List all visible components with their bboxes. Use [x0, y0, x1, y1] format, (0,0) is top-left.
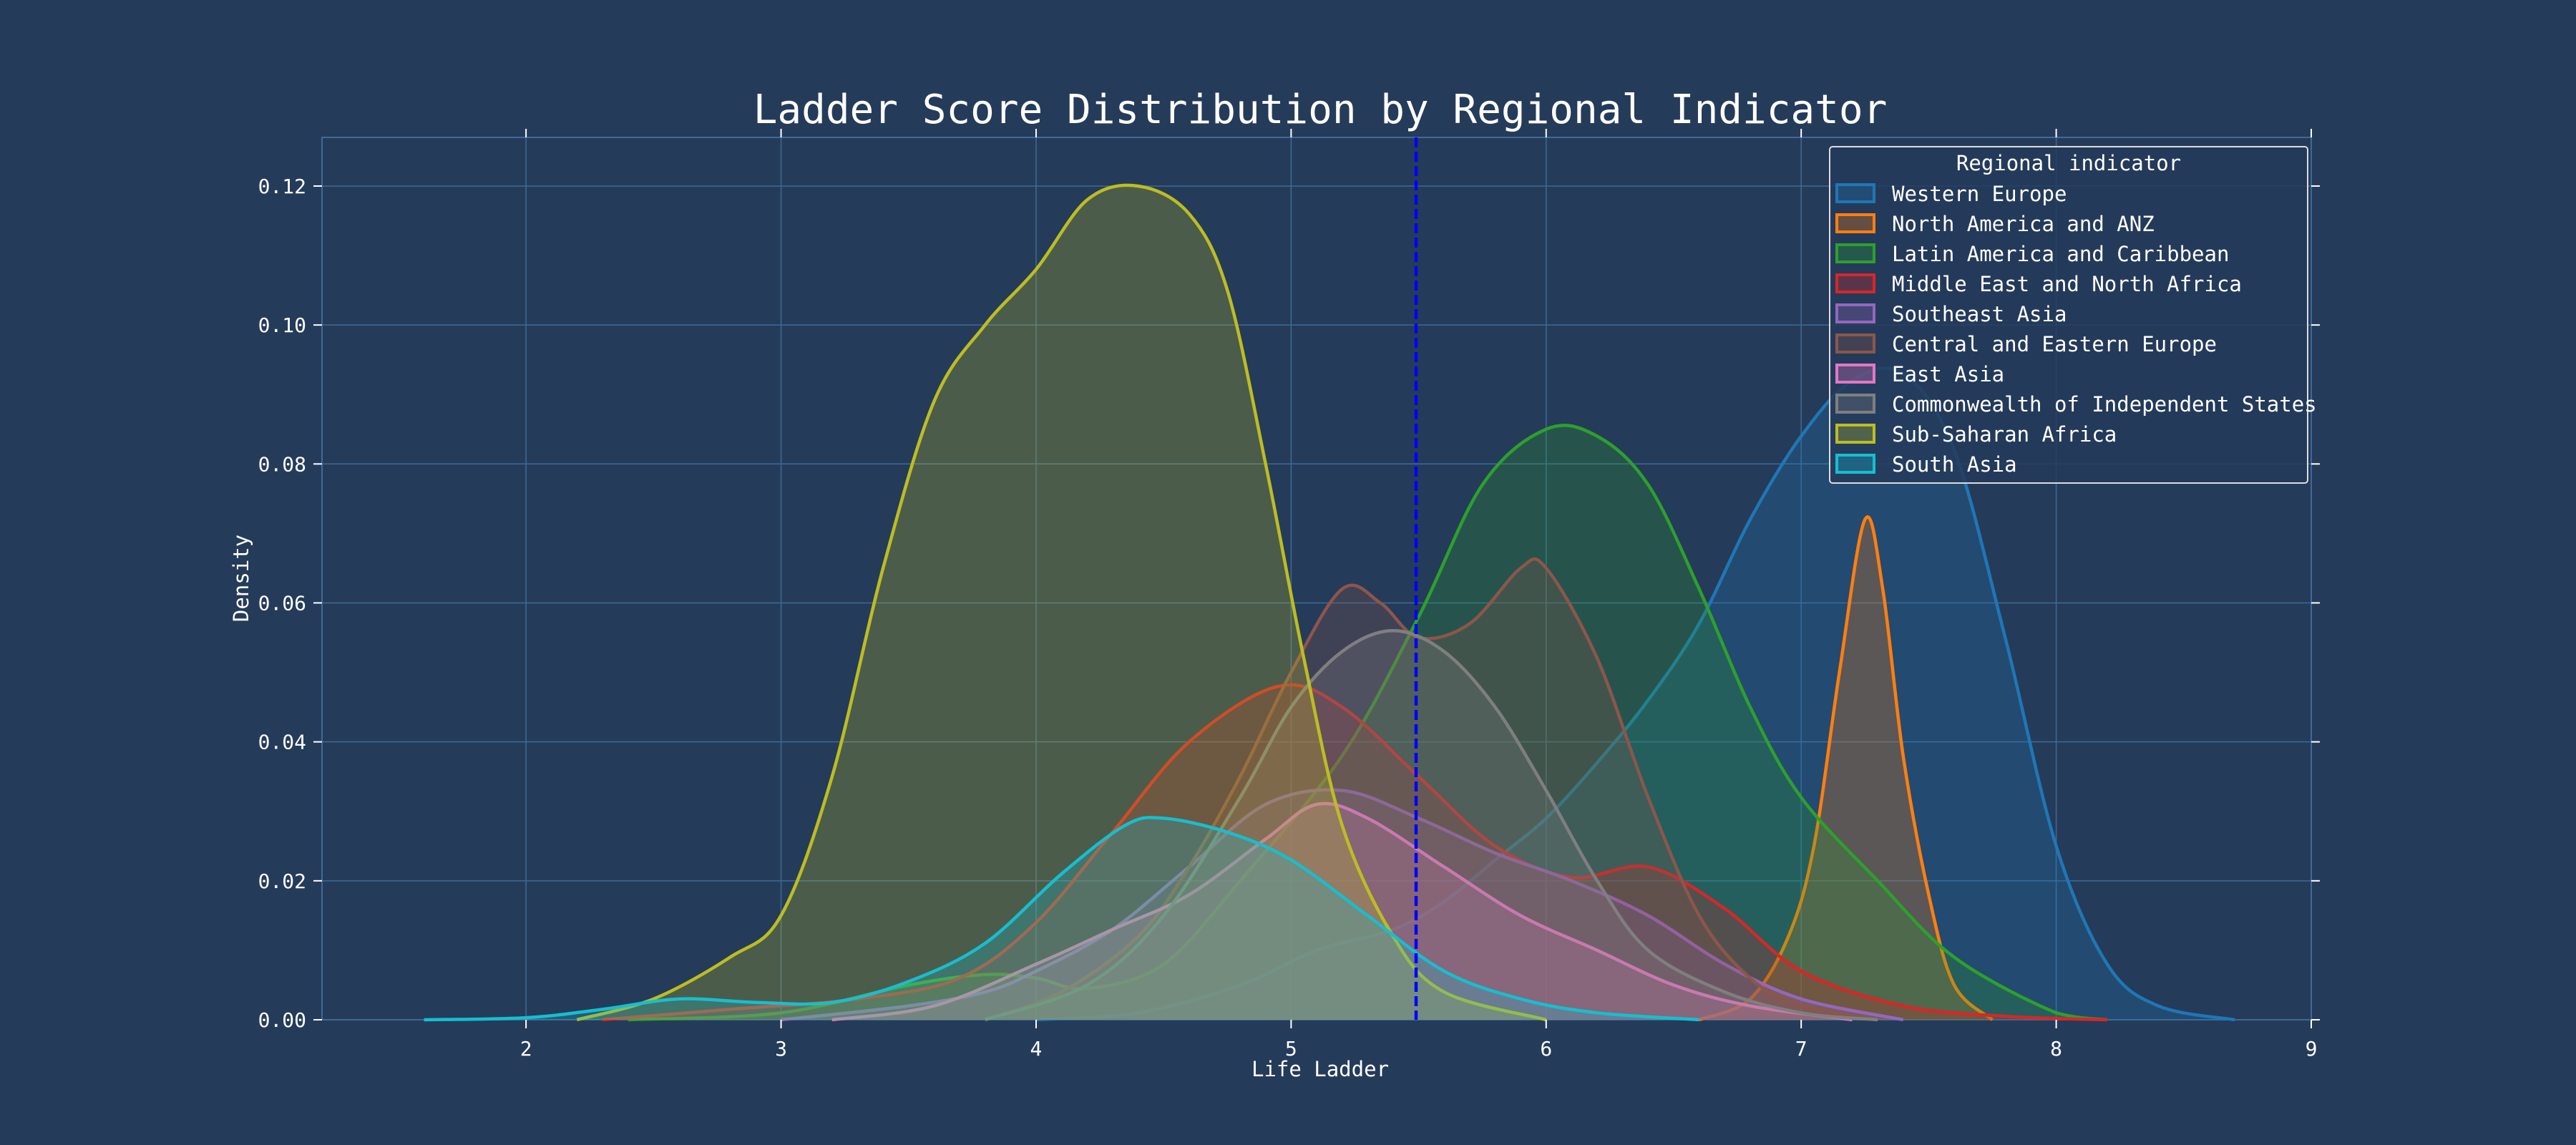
y-tick-label: 0.06 — [258, 591, 306, 615]
density-area-western-europe — [1035, 368, 2235, 1020]
legend-swatch — [1835, 333, 1875, 354]
legend-item-central-and-eastern-europe: Central and Eastern Europe — [1835, 332, 2217, 356]
series-south-asia — [424, 816, 1699, 1022]
density-area-central-and-eastern-europe — [985, 559, 1878, 1020]
legend-label: East Asia — [1892, 362, 2004, 386]
y-tick-label: 0.00 — [258, 1008, 306, 1032]
y-tick-label: 0.02 — [258, 869, 306, 893]
legend-box — [1829, 146, 2308, 484]
density-line-middle-east-and-north-africa — [602, 683, 2107, 1022]
x-tick-label: 7 — [1795, 1037, 1807, 1061]
density-series — [424, 183, 2235, 1022]
density-line-commonwealth-of-independent-states — [984, 629, 1878, 1022]
x-tick-label: 4 — [1030, 1037, 1043, 1061]
legend-swatch — [1835, 183, 1875, 203]
legend-item-southeast-asia: Southeast Asia — [1835, 302, 2067, 326]
legend-item-commonwealth-of-independent-states: Commonwealth of Independent States — [1835, 392, 2317, 416]
legend-swatch — [1835, 273, 1875, 293]
legend-swatch — [1835, 364, 1875, 384]
density-area-latin-america-and-caribbean — [628, 425, 2107, 1020]
legend-swatch — [1835, 424, 1875, 444]
legend-item-western-europe: Western Europe — [1835, 182, 2067, 206]
density-line-southeast-asia — [781, 788, 1904, 1022]
legend-item-east-asia: East Asia — [1835, 362, 2004, 386]
legend-label: Southeast Asia — [1892, 302, 2067, 326]
legend-swatch — [1835, 243, 1875, 263]
axes: 2 3 4 5 6 7 8 9 0.00 0.02 0.04 0.06 0.08 0.10 0.12 — [258, 129, 2320, 1061]
density-line-north-america-and-anz — [1698, 515, 1994, 1022]
density-line-western-europe — [1035, 366, 2235, 1022]
legend-label: South Asia — [1892, 452, 2017, 477]
density-line-east-asia — [831, 802, 1853, 1022]
legend-item-sub-saharan-africa: Sub-Saharan Africa — [1835, 422, 2117, 447]
legend-label: Commonwealth of Independent States — [1892, 392, 2317, 416]
y-tick-label: 0.08 — [258, 452, 306, 476]
density-area-sub-saharan-africa — [577, 185, 1546, 1020]
x-tick-label: 5 — [1285, 1037, 1297, 1061]
legend-label: Middle East and North Africa — [1892, 272, 2242, 296]
density-area-commonwealth-of-independent-states — [985, 630, 1878, 1020]
series-east-asia — [831, 802, 1853, 1022]
series-commonwealth-of-independent-states — [984, 629, 1878, 1022]
density-line-central-and-eastern-europe — [984, 557, 1878, 1022]
legend-label: Sub-Saharan Africa — [1892, 422, 2117, 447]
series-latin-america-and-caribbean — [628, 424, 2108, 1022]
legend-swatch — [1835, 213, 1875, 233]
legend-label: Central and Eastern Europe — [1892, 332, 2217, 356]
density-line-south-asia — [424, 816, 1699, 1022]
density-area-middle-east-and-north-africa — [602, 684, 2107, 1020]
series-central-and-eastern-europe — [984, 557, 1878, 1022]
legend-label: North America and ANZ — [1892, 212, 2155, 236]
legend-label: Western Europe — [1892, 182, 2067, 206]
x-axis-label: Life Ladder — [1252, 1057, 1389, 1081]
y-tick-label: 0.12 — [258, 175, 306, 198]
density-area-south-asia — [424, 817, 1699, 1020]
x-tick-label: 3 — [775, 1037, 787, 1061]
chart-title: Ladder Score Distribution by Regional In… — [753, 87, 1888, 133]
legend-swatch — [1835, 394, 1875, 414]
density-area-east-asia — [831, 803, 1853, 1020]
y-tick-label: 0.04 — [258, 731, 306, 754]
density-line-sub-saharan-africa — [576, 183, 1547, 1022]
x-tick-label: 2 — [520, 1037, 532, 1061]
y-axis-label: Density — [229, 535, 253, 622]
legend-label: Latin America and Caribbean — [1892, 242, 2229, 266]
legend: Regional indicator Western Europe North Am… — [1829, 146, 2317, 484]
series-north-america-and-anz — [1698, 515, 1994, 1022]
series-middle-east-and-north-africa — [602, 683, 2107, 1022]
legend-swatch — [1835, 303, 1875, 323]
legend-item-north-america-and-anz: North America and ANZ — [1835, 212, 2155, 236]
series-sub-saharan-africa — [576, 183, 1547, 1022]
x-tick-label: 8 — [2050, 1037, 2062, 1061]
y-tick-label: 0.10 — [258, 313, 306, 337]
legend-item-latin-america-and-caribbean: Latin America and Caribbean — [1835, 242, 2229, 266]
density-area-north-america-and-anz — [1699, 517, 1993, 1020]
legend-item-middle-east-and-north-africa: Middle East and North Africa — [1835, 272, 2242, 296]
x-tick-label: 6 — [1540, 1037, 1552, 1061]
x-tick-label: 9 — [2306, 1037, 2318, 1061]
density-line-latin-america-and-caribbean — [628, 424, 2108, 1022]
series-western-europe — [1035, 366, 2235, 1022]
legend-item-south-asia: South Asia — [1835, 452, 2017, 477]
legend-swatch — [1835, 454, 1875, 474]
legend-title: Regional indicator — [1956, 151, 2181, 175]
